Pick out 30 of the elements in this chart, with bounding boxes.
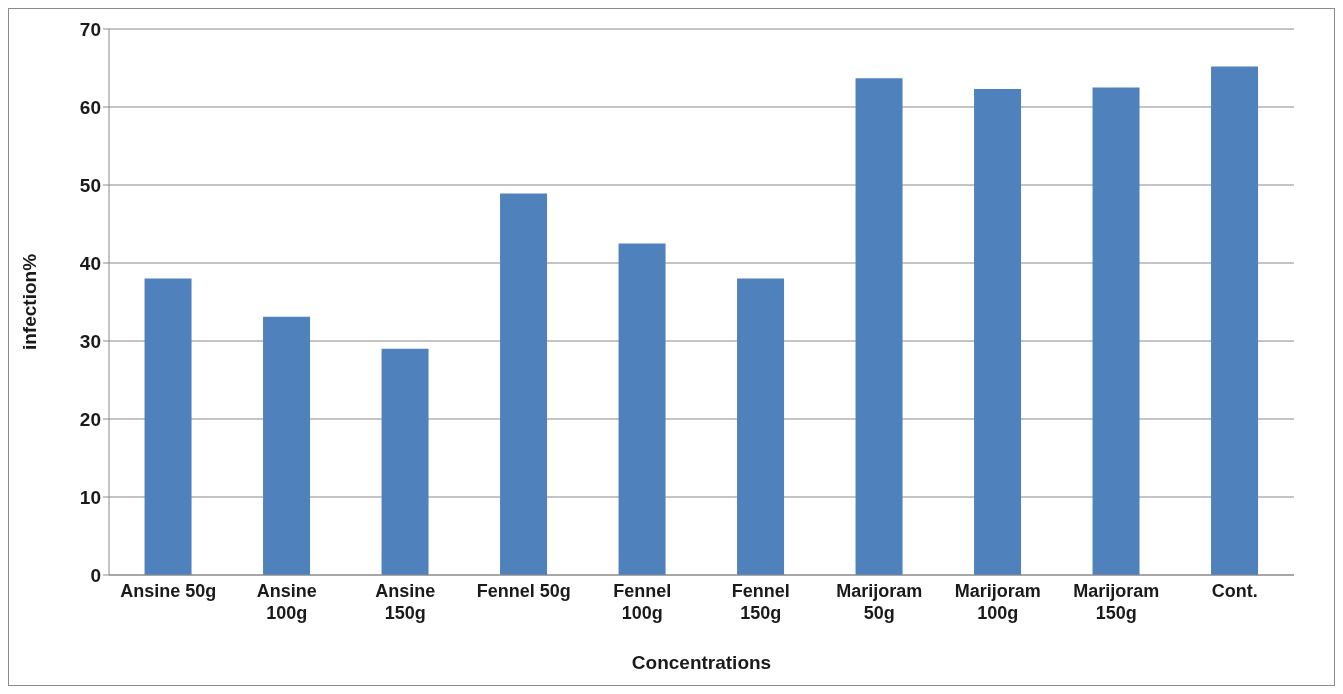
x-tick-label: Ansine 150g — [375, 581, 436, 623]
bar — [855, 78, 903, 575]
bar — [1092, 87, 1140, 575]
y-axis-title: infection% — [18, 253, 40, 351]
x-tick-label: Fennel 50g — [476, 581, 571, 601]
bar — [618, 243, 666, 575]
x-tick-label: Marijoram 50g — [836, 581, 923, 623]
y-tick-label: 60 — [79, 96, 101, 118]
x-tick-label: Ansine 50g — [120, 581, 217, 601]
x-tick-label: Fennel 100g — [613, 581, 672, 623]
bar — [974, 89, 1022, 575]
bar — [263, 316, 311, 575]
y-tick-label: 20 — [79, 408, 101, 430]
y-tick-label: 0 — [90, 564, 101, 586]
x-tick-label: Ansine 100g — [256, 581, 317, 623]
y-tick-label: 10 — [79, 486, 101, 508]
x-tick-label: Fennel 150g — [731, 581, 790, 623]
bar — [1211, 66, 1259, 575]
x-tick-label: Marijoram 150g — [1073, 581, 1160, 623]
bar — [144, 278, 192, 575]
x-tick-label: Marijoram 100g — [954, 581, 1041, 623]
x-axis-title: Concentrations — [631, 652, 772, 673]
bar — [737, 278, 785, 575]
y-tick-label: 50 — [79, 174, 101, 196]
bar — [381, 348, 429, 575]
y-tick-label: 40 — [79, 252, 101, 274]
bar — [500, 193, 548, 575]
y-tick-label: 70 — [79, 18, 101, 40]
x-tick-label: Cont. — [1211, 581, 1258, 601]
y-tick-label: 30 — [79, 330, 101, 352]
